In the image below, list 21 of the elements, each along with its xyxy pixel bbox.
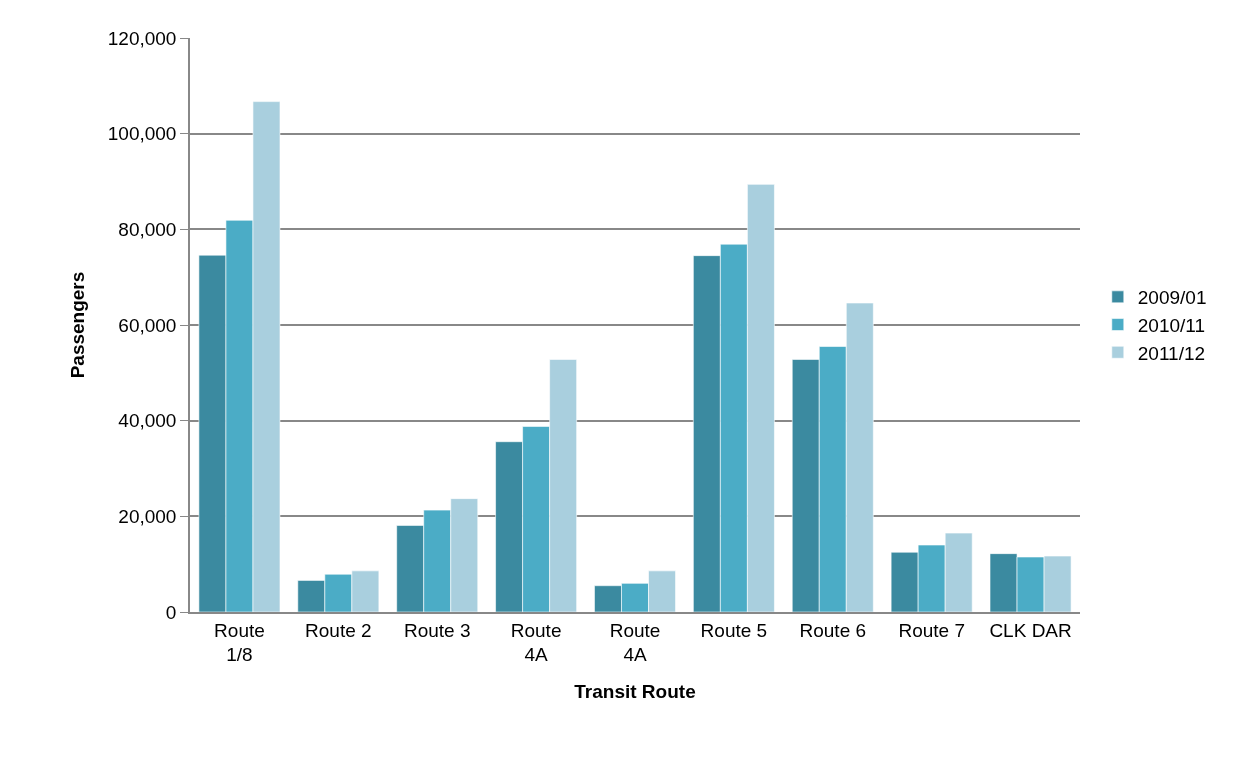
y-tick-label: 60,000 <box>118 314 177 336</box>
x-tick-label: Route 2 <box>305 619 372 641</box>
y-tick-label: 40,000 <box>118 410 177 432</box>
y-tick-label: 20,000 <box>118 505 177 527</box>
legend-label: 2009/01 <box>1137 287 1207 309</box>
x-tick-label: Route 7 <box>898 619 965 641</box>
y-axis-title: Passengers <box>67 271 89 379</box>
x-tick-label: Route 1/8 <box>214 619 265 666</box>
x-tick-label: Route 5 <box>700 619 768 641</box>
y-tick-label: 0 <box>165 601 177 623</box>
y-tick-label: 100,000 <box>107 123 177 145</box>
x-tick-label: Route 6 <box>799 619 867 641</box>
legend-label: 2011/12 <box>1137 342 1206 364</box>
legend-label: 2010/11 <box>1137 314 1206 336</box>
y-tick-label: 120,000 <box>107 27 177 49</box>
x-tick-label: Route 4A <box>510 619 562 666</box>
x-tick-label: Route 4A <box>609 619 661 666</box>
x-tick-label: CLK DAR <box>989 619 1072 641</box>
x-axis-title: Transit Route <box>574 680 696 702</box>
y-tick-label: 80,000 <box>118 218 177 240</box>
x-tick-label: Route 3 <box>403 619 471 641</box>
